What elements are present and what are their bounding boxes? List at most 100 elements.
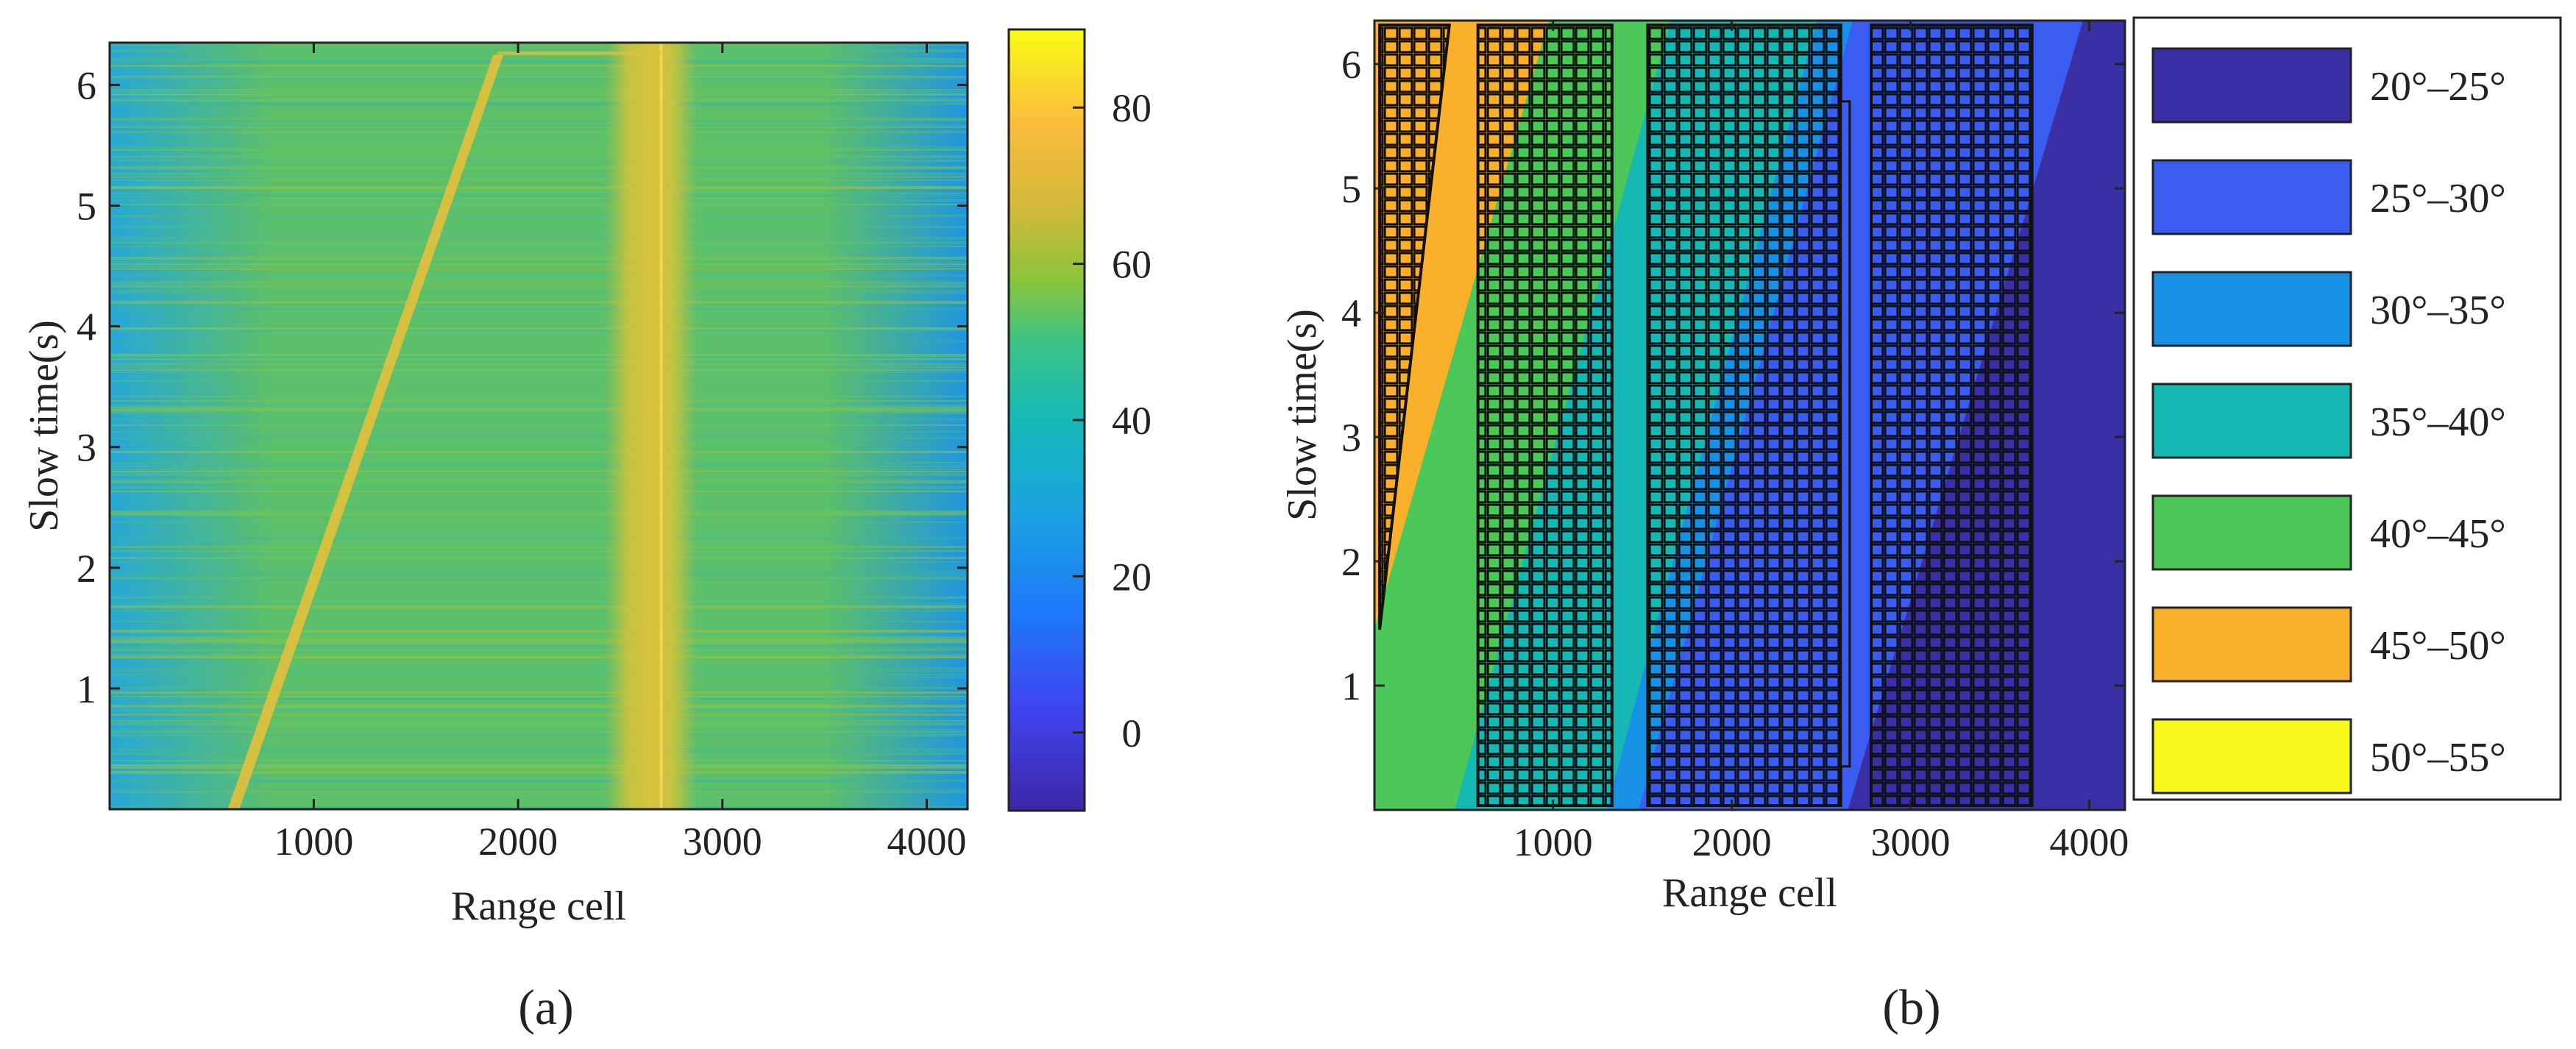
noise-stripe: [110, 652, 968, 653]
noise-stripe: [110, 674, 968, 675]
noise-stripe: [110, 491, 968, 492]
legend-label: 25°–30°: [2370, 176, 2506, 221]
noise-stripe: [110, 647, 968, 650]
noise-stripe: [110, 760, 968, 761]
noise-stripe: [110, 160, 968, 162]
noise-stripe: [110, 806, 968, 809]
noise-stripe: [110, 650, 968, 651]
legend-swatch: [2151, 159, 2352, 235]
noise-stripe: [110, 767, 968, 769]
noise-stripe: [110, 241, 968, 244]
legend-label: 30°–35°: [2370, 288, 2506, 333]
noise-stripe: [110, 78, 968, 79]
y-axis-label-a: Slow time(s): [21, 320, 67, 532]
noise-stripe: [110, 215, 968, 217]
y-tick-label: 2: [1341, 540, 1361, 584]
noise-stripe: [110, 771, 968, 774]
noise-stripe: [110, 292, 968, 294]
colorbar-tick-label: 0: [1122, 711, 1142, 755]
noise-stripe: [110, 579, 968, 580]
noise-stripe: [110, 146, 968, 148]
noise-stripe: [110, 570, 968, 572]
noise-stripe: [110, 714, 968, 716]
y-axis-ticks-a: 1 2 3 4 5 6: [77, 63, 968, 711]
noise-stripe: [110, 709, 968, 712]
noise-stripe: [110, 751, 968, 753]
x-tick-label: 1000: [274, 819, 353, 864]
noise-stripe: [110, 471, 968, 472]
noise-stripe: [110, 193, 968, 194]
noise-stripe: [110, 469, 968, 470]
noise-stripe: [110, 60, 968, 63]
panel-label-a: (a): [518, 979, 573, 1035]
noise-stripe: [110, 367, 968, 369]
noise-stripe: [110, 341, 968, 342]
legend-label: 40°–45°: [2370, 511, 2506, 557]
noise-stripe: [110, 246, 968, 247]
noise-stripe: [110, 667, 968, 669]
legend-swatch: [2151, 271, 2352, 347]
legend-label: 35°–40°: [2370, 399, 2506, 445]
noise-stripe: [110, 204, 968, 205]
hatched-block: [1476, 24, 1614, 807]
noise-stripe: [110, 687, 968, 689]
noise-stripe: [110, 731, 968, 733]
noise-stripe: [110, 438, 968, 439]
noise-stripe: [110, 654, 968, 656]
x-tick-label: 1000: [1514, 820, 1593, 864]
noise-stripe: [110, 696, 968, 697]
noise-stripe: [110, 546, 968, 548]
legend-swatch: [2151, 47, 2352, 124]
noise-stripe: [110, 789, 968, 790]
x-tick-label: 4000: [2049, 820, 2129, 864]
noise-stripe: [110, 98, 968, 100]
noise-stripe: [110, 175, 968, 178]
noise-stripe: [110, 780, 968, 782]
noise-stripe: [110, 575, 968, 577]
noise-stripe: [110, 418, 968, 421]
noise-stripe: [110, 102, 968, 105]
hatched-block: [1870, 24, 2034, 807]
noise-stripe: [110, 65, 968, 67]
noise-stripe: [110, 76, 968, 78]
noise-stripe: [110, 199, 968, 202]
noise-stripe: [110, 93, 968, 96]
noise-stripe: [110, 511, 968, 513]
noise-stripe: [110, 380, 968, 382]
noise-stripe: [110, 639, 968, 641]
y-tick-label: 5: [77, 185, 96, 229]
noise-stripe: [110, 179, 968, 181]
noise-stripe: [110, 281, 968, 284]
noise-stripe: [110, 473, 968, 476]
noise-stripe: [110, 274, 968, 277]
noise-stripe: [110, 513, 968, 516]
noise-stripe: [110, 263, 968, 265]
noise-stripe: [110, 166, 968, 169]
y-tick-label: 5: [1341, 167, 1361, 211]
noise-stripe: [110, 733, 968, 736]
legend-swatch: [2151, 494, 2352, 571]
plot-a-frame: [108, 41, 969, 811]
noise-stripe: [110, 149, 968, 151]
noise-stripe: [110, 466, 968, 468]
noise-stripe: [110, 605, 968, 608]
noise-stripe: [110, 411, 968, 414]
noise-stripe: [110, 698, 968, 700]
x-axis-label-b: Range cell: [1662, 870, 1837, 916]
noise-stripe: [110, 656, 968, 658]
heatmap-a-noise-stripes: [110, 43, 968, 809]
legend-swatch: [2151, 718, 2352, 794]
noise-stripe: [110, 290, 968, 292]
colorbar-tick-label: 20: [1112, 555, 1152, 599]
plot-b-frame: [1373, 19, 2126, 811]
noise-stripe: [110, 173, 968, 174]
noise-stripe: [110, 480, 968, 483]
colorbar-tick-label: 60: [1112, 243, 1152, 287]
legend-swatch: [2151, 383, 2352, 459]
noise-stripe: [110, 691, 968, 694]
noise-stripe: [110, 186, 968, 189]
legend-label: 45°–50°: [2370, 623, 2506, 669]
y-tick-label: 1: [1341, 664, 1361, 708]
noise-stripe: [110, 400, 968, 402]
legend-label: 50°–55°: [2370, 735, 2506, 780]
